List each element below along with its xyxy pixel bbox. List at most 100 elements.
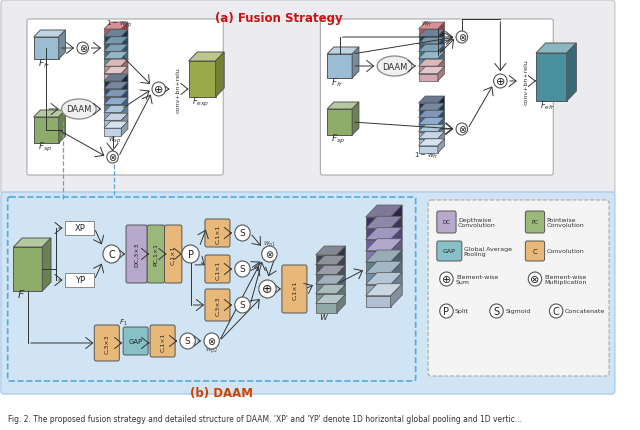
Circle shape: [456, 32, 468, 44]
Polygon shape: [365, 251, 390, 262]
Text: conv+bn+relu: conv+bn+relu: [175, 67, 180, 113]
Polygon shape: [419, 132, 438, 139]
Polygon shape: [365, 228, 402, 240]
Text: Element-wise
Sum: Element-wise Sum: [456, 274, 499, 285]
Polygon shape: [419, 38, 445, 45]
Polygon shape: [13, 239, 51, 247]
Polygon shape: [419, 104, 438, 111]
Polygon shape: [365, 284, 402, 296]
Circle shape: [456, 124, 468, 136]
Polygon shape: [438, 139, 445, 154]
Circle shape: [528, 272, 541, 286]
Polygon shape: [365, 240, 390, 251]
Text: Global Average
Pooling: Global Average Pooling: [464, 246, 512, 257]
Text: $F_{sp}$: $F_{sp}$: [38, 141, 52, 154]
Polygon shape: [419, 125, 438, 132]
Text: C: C: [553, 306, 559, 316]
Text: ⊕: ⊕: [154, 85, 163, 95]
FancyBboxPatch shape: [164, 225, 182, 283]
Text: S: S: [239, 301, 245, 310]
Text: F: F: [17, 289, 24, 299]
Polygon shape: [104, 45, 121, 52]
Polygon shape: [438, 132, 445, 147]
Text: P: P: [444, 306, 449, 316]
Text: C,1×1: C,1×1: [215, 260, 220, 279]
Polygon shape: [419, 60, 438, 67]
Polygon shape: [419, 45, 438, 52]
Polygon shape: [316, 304, 337, 313]
Text: $F_{efr}$: $F_{efr}$: [540, 99, 555, 111]
Polygon shape: [419, 74, 438, 82]
Text: ⊗: ⊗: [109, 153, 116, 163]
Polygon shape: [419, 37, 438, 45]
Text: GAP: GAP: [443, 249, 456, 254]
Text: XP: XP: [74, 224, 85, 233]
Circle shape: [180, 333, 195, 349]
Text: DC,3×3: DC,3×3: [134, 242, 139, 267]
Polygon shape: [390, 250, 402, 273]
Polygon shape: [104, 113, 121, 121]
Polygon shape: [337, 246, 346, 265]
Polygon shape: [104, 105, 121, 113]
Text: ⊕: ⊕: [495, 77, 505, 87]
Text: ⊗: ⊗: [79, 44, 87, 54]
Polygon shape: [121, 106, 128, 121]
Text: S: S: [239, 265, 245, 274]
Polygon shape: [419, 45, 445, 52]
Circle shape: [549, 304, 563, 318]
Polygon shape: [59, 31, 65, 60]
Polygon shape: [438, 60, 445, 74]
Polygon shape: [104, 30, 121, 37]
FancyBboxPatch shape: [428, 200, 609, 376]
FancyBboxPatch shape: [205, 219, 230, 247]
Text: S: S: [185, 337, 191, 346]
Circle shape: [490, 304, 503, 318]
Polygon shape: [316, 266, 346, 275]
Polygon shape: [104, 121, 121, 129]
Circle shape: [103, 246, 120, 264]
Polygon shape: [365, 229, 390, 240]
Polygon shape: [104, 60, 121, 67]
Text: $F_1$: $F_1$: [119, 317, 128, 327]
Text: Depthwise
Convolution: Depthwise Convolution: [458, 217, 496, 228]
FancyBboxPatch shape: [321, 20, 553, 175]
Polygon shape: [104, 74, 121, 82]
Circle shape: [235, 225, 250, 241]
FancyBboxPatch shape: [525, 241, 545, 261]
Polygon shape: [316, 285, 346, 294]
Polygon shape: [438, 118, 445, 132]
Polygon shape: [438, 111, 445, 125]
Bar: [65, 273, 94, 287]
Polygon shape: [337, 275, 346, 294]
Text: w: w: [319, 311, 328, 321]
Circle shape: [440, 304, 453, 318]
Polygon shape: [121, 98, 128, 113]
Text: $1-w_{sp}$: $1-w_{sp}$: [106, 18, 132, 30]
Polygon shape: [121, 122, 128, 137]
Polygon shape: [327, 48, 359, 55]
Polygon shape: [316, 275, 346, 284]
Polygon shape: [104, 38, 128, 45]
Polygon shape: [104, 98, 121, 105]
Polygon shape: [42, 239, 51, 291]
Text: ⊗: ⊗: [207, 336, 216, 346]
Text: $1-w_{fr}$: $1-w_{fr}$: [413, 150, 438, 161]
Polygon shape: [121, 38, 128, 52]
Polygon shape: [121, 60, 128, 74]
Polygon shape: [104, 114, 128, 121]
Polygon shape: [316, 265, 337, 275]
Polygon shape: [104, 122, 128, 129]
Bar: [65, 221, 94, 236]
Text: S: S: [493, 306, 500, 316]
Polygon shape: [327, 55, 352, 79]
Polygon shape: [316, 256, 346, 265]
Circle shape: [440, 272, 453, 286]
Text: ⊗: ⊗: [458, 33, 466, 43]
Polygon shape: [390, 217, 402, 240]
Polygon shape: [104, 82, 121, 89]
Text: C,1×1: C,1×1: [215, 224, 220, 243]
Text: C,3×3: C,3×3: [104, 333, 109, 353]
Text: Pointwise
Convolution: Pointwise Convolution: [547, 217, 584, 228]
Polygon shape: [419, 104, 445, 111]
FancyBboxPatch shape: [437, 212, 456, 233]
